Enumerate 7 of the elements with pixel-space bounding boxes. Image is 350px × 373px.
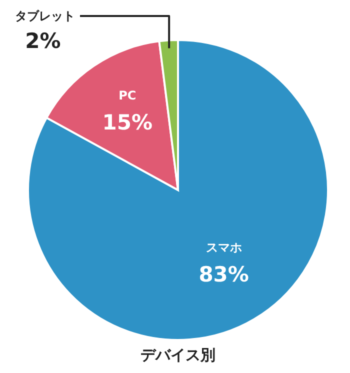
- data-label: 2%: [25, 29, 61, 53]
- slice-label: スマホ: [206, 240, 242, 254]
- data-label: 15%: [102, 110, 153, 135]
- text: デバイス別: [140, 346, 216, 364]
- data-label: 83%: [198, 262, 249, 286]
- slice-label: タブレット: [15, 9, 75, 23]
- slice-label: PC: [118, 88, 136, 103]
